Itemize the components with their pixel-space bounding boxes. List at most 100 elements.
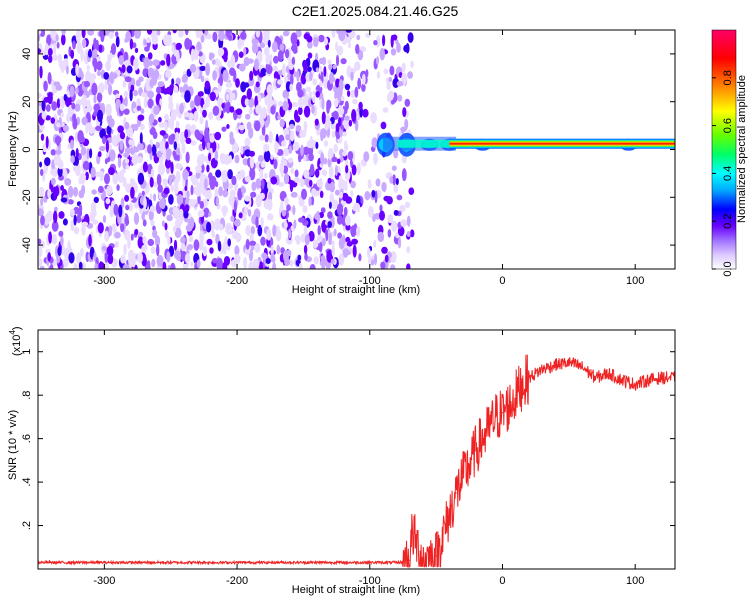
spectrogram-cell bbox=[166, 251, 171, 263]
spectrogram-cell bbox=[354, 86, 359, 98]
spectrogram-cell bbox=[96, 70, 101, 76]
snr-point bbox=[455, 492, 457, 494]
colorbar-tick-label: 0.6 bbox=[722, 118, 734, 133]
spectrogram-cell bbox=[334, 165, 338, 177]
spectrogram-cell bbox=[147, 52, 153, 60]
spectrogram-cell bbox=[230, 54, 236, 68]
spectrogram-cell bbox=[328, 238, 332, 246]
spectrogram-cell bbox=[90, 166, 96, 178]
spectrogram-cell bbox=[289, 123, 295, 130]
spectrogram-cell bbox=[240, 145, 244, 155]
snr-point bbox=[369, 561, 371, 564]
spectrogram-cell bbox=[98, 185, 104, 193]
spectrogram-cell bbox=[362, 108, 369, 118]
spectrogram-cell bbox=[389, 176, 394, 184]
spectrogram-cell bbox=[270, 105, 276, 115]
spectrogram-cell bbox=[340, 58, 347, 65]
spectrogram-cell bbox=[182, 74, 189, 82]
spectrogram-cell bbox=[133, 57, 139, 71]
spectrogram-cell bbox=[338, 117, 342, 127]
spectrogram-cell bbox=[256, 50, 263, 64]
spectrogram-cell bbox=[170, 262, 176, 269]
spectrogram-marks bbox=[38, 30, 675, 269]
spectrogram-cell bbox=[209, 134, 215, 143]
spectrogram-cell bbox=[246, 88, 252, 100]
snr-point bbox=[442, 535, 444, 538]
spectrogram-cell bbox=[211, 59, 216, 65]
spectrogram-cell bbox=[141, 190, 145, 196]
spectrogram-cell bbox=[43, 80, 48, 92]
spectrogram-cell bbox=[386, 81, 391, 91]
spectrogram-cell bbox=[331, 156, 338, 162]
spectrogram-cell bbox=[202, 246, 208, 257]
spectrogram-cell bbox=[367, 179, 372, 189]
spectrogram-cell bbox=[130, 186, 135, 199]
spectrogram-cell bbox=[387, 229, 392, 238]
spectrogram-cell bbox=[250, 245, 255, 251]
spectrogram-cell bbox=[38, 92, 42, 98]
spectrogram-cell bbox=[237, 40, 245, 47]
spectrogram-cell bbox=[147, 98, 154, 109]
spectrogram-cell bbox=[255, 81, 260, 88]
spectrogram-cell bbox=[261, 179, 265, 190]
spectrogram-cell bbox=[285, 134, 291, 141]
spectrogram-cell bbox=[290, 191, 298, 198]
spectrogram-cell bbox=[303, 120, 308, 133]
spectrogram-cell bbox=[350, 180, 356, 189]
spectrogram-cell bbox=[283, 250, 289, 263]
snr-point bbox=[647, 379, 650, 381]
snr-point bbox=[521, 383, 524, 385]
spectrogram-cell bbox=[225, 81, 233, 88]
spectrogram-cell bbox=[75, 30, 81, 43]
spectrogram-cell bbox=[137, 172, 145, 185]
spectrogram-cell bbox=[67, 199, 74, 205]
spectrogram-cell bbox=[141, 212, 145, 221]
spectrogram-cell bbox=[336, 45, 344, 56]
spectrogram-cell bbox=[144, 95, 148, 107]
spectrogram-cell bbox=[390, 99, 395, 105]
spectrogram-cell bbox=[75, 168, 81, 177]
spectrogram-cell bbox=[113, 203, 119, 216]
spectrogram-cell bbox=[54, 135, 62, 145]
spectrogram-cell bbox=[78, 261, 83, 269]
spectrogram-cell bbox=[106, 185, 113, 196]
spectrogram-cell bbox=[165, 86, 173, 95]
spectrogram-cell bbox=[309, 135, 314, 149]
spectrogram-cell bbox=[331, 112, 336, 118]
spectrogram-cell bbox=[164, 230, 169, 239]
spectrogram-cell bbox=[45, 115, 51, 121]
spectrogram-cell bbox=[222, 69, 229, 83]
spectrogram-cell bbox=[64, 178, 72, 186]
spectrogram-cell bbox=[234, 154, 240, 164]
spectrogram-cell bbox=[347, 90, 351, 97]
spectrogram-cell bbox=[86, 64, 90, 71]
spectrogram-cell bbox=[263, 143, 270, 152]
spectrogram-cell bbox=[125, 158, 130, 164]
spectrogram-cell bbox=[188, 235, 194, 243]
spectrogram-cell bbox=[373, 253, 378, 266]
spectrogram-cell bbox=[336, 158, 341, 164]
spectrogram-cell bbox=[338, 175, 342, 186]
spectrogram-cell bbox=[400, 219, 408, 227]
spectrogram-cell bbox=[259, 42, 266, 49]
spectrogram-cell bbox=[196, 259, 201, 269]
spectrogram-cell bbox=[342, 151, 347, 157]
spectrogram-cell bbox=[272, 262, 277, 269]
spectrogram-cell bbox=[260, 68, 267, 77]
spectrogram-cell bbox=[338, 107, 345, 116]
spectrogram-cell bbox=[206, 238, 213, 246]
spectrogram-cell bbox=[139, 132, 143, 145]
spectrogram-cell bbox=[311, 105, 315, 114]
spectrogram-cell bbox=[264, 134, 269, 143]
spectrogram-cell bbox=[233, 200, 237, 213]
snr-axes: -300 -200 -100 0 100 .2 .4 .6 .8 1 bbox=[21, 330, 675, 587]
spectrogram-cell bbox=[238, 63, 246, 72]
spectrogram-cell bbox=[60, 185, 64, 191]
spectrogram-cell bbox=[352, 98, 358, 105]
spectrogram-cell bbox=[225, 93, 230, 101]
snr-point bbox=[422, 559, 424, 561]
spectrogram-cell bbox=[96, 92, 103, 103]
spectrogram-cell bbox=[375, 178, 381, 187]
spectrogram-cell bbox=[150, 30, 158, 40]
spectrogram-cell bbox=[380, 261, 386, 269]
